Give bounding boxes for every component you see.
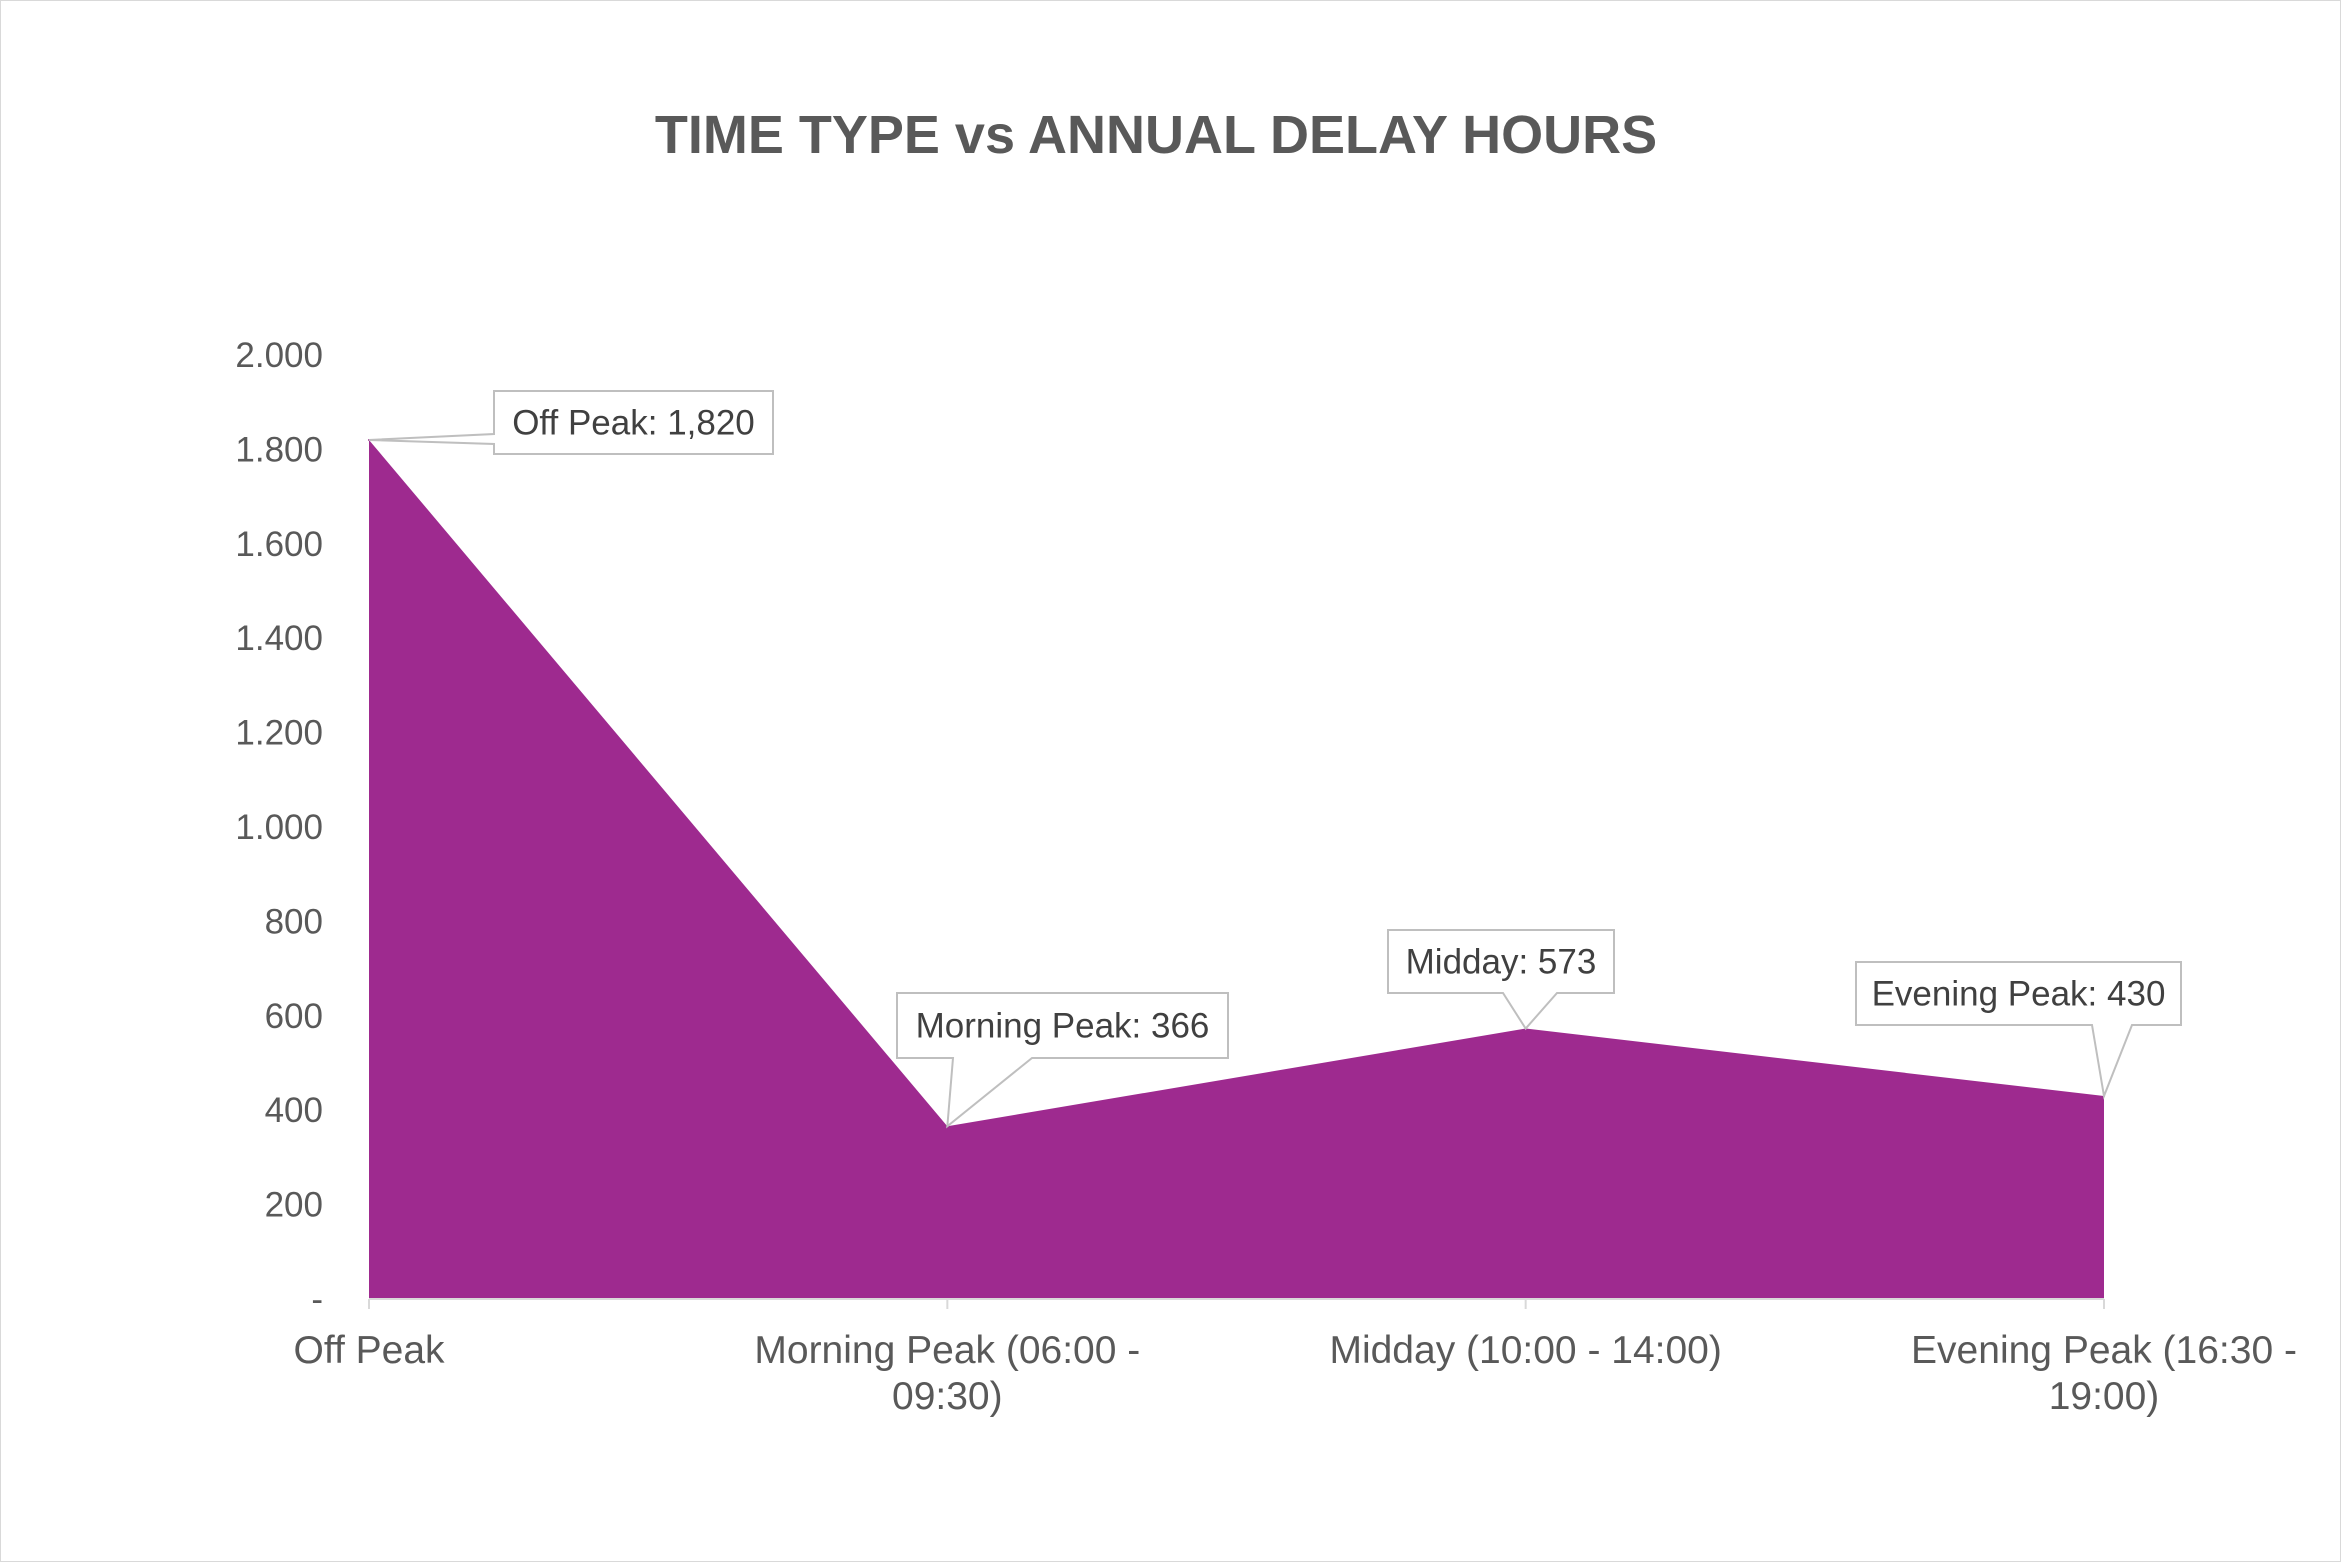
x-tick-label: Off Peak xyxy=(293,1329,445,1372)
x-tick-label: Evening Peak (16:30 - xyxy=(1911,1329,2297,1372)
x-tick-label: Midday (10:00 - 14:00) xyxy=(1329,1329,1721,1372)
y-tick-label: 1.800 xyxy=(235,430,323,469)
y-tick-label: 1.600 xyxy=(235,525,323,564)
axis-layer: - 200 400 600 800 1.000 1.200 1.400 1.600 1.800 2.… xyxy=(235,336,2297,1418)
x-tick-label: 09:30) xyxy=(892,1375,1003,1418)
callout-box xyxy=(368,390,774,455)
y-tick-label: 2.000 xyxy=(235,336,323,375)
y-tick-label: 1.200 xyxy=(235,714,323,753)
chart-title: TIME TYPE vs ANNUAL DELAY HOURS xyxy=(655,105,1657,165)
data-label: Off Peak: 1,820 xyxy=(512,404,755,443)
data-label: Midday: 573 xyxy=(1406,943,1597,982)
data-label-callout: Midday: 573 xyxy=(1387,929,1615,1031)
data-label-callout: Off Peak: 1,820 xyxy=(368,390,774,455)
x-tick-label: 19:00) xyxy=(2049,1375,2160,1418)
y-tick-label: 1.000 xyxy=(235,808,323,847)
data-label: Evening Peak: 430 xyxy=(1872,975,2166,1014)
y-tick-label: - xyxy=(311,1280,323,1319)
callout-box xyxy=(1855,961,2182,1100)
callout-box xyxy=(896,992,1229,1129)
y-tick-label: 600 xyxy=(265,997,323,1036)
data-label-callout: Evening Peak: 430 xyxy=(1855,961,2182,1100)
callout-layer: Off Peak: 1,820 Morning Peak: 366 Midday: … xyxy=(368,390,2182,1129)
y-tick-label: 400 xyxy=(265,1091,323,1130)
y-tick-label: 800 xyxy=(265,902,323,941)
area-series xyxy=(369,439,2104,1300)
area-layer xyxy=(368,438,2105,1300)
data-label-callout: Morning Peak: 366 xyxy=(896,992,1229,1129)
callout-box xyxy=(1387,929,1615,1031)
data-label: Morning Peak: 366 xyxy=(916,1007,1210,1046)
y-tick-label: 1.400 xyxy=(235,619,323,658)
x-tick-label: Morning Peak (06:00 - xyxy=(754,1329,1140,1372)
y-tick-label: 200 xyxy=(265,1186,323,1225)
